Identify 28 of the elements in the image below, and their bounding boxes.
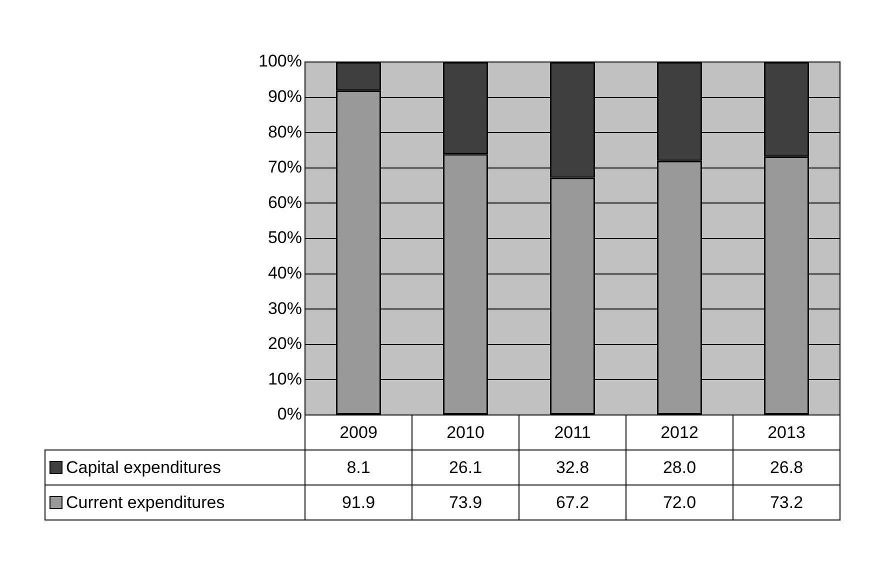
data-label: 73.9 <box>448 493 482 512</box>
legend-label: Capital expenditures <box>66 458 221 478</box>
data-label: 26.8 <box>770 458 804 478</box>
data-label: 28.0 <box>662 458 696 478</box>
y-tick-label: 0% <box>277 404 302 424</box>
x-tick-label: 2013 <box>768 423 806 442</box>
data-label: 67.2 <box>556 493 590 512</box>
y-tick-label: 40% <box>268 263 302 282</box>
x-tick-label: 2012 <box>660 423 698 442</box>
data-label: 32.8 <box>556 458 590 478</box>
x-tick-label: 2009 <box>340 423 378 442</box>
data-label: 26.1 <box>448 458 482 478</box>
data-label: 73.2 <box>770 493 804 512</box>
y-tick-label: 80% <box>268 122 302 142</box>
y-tick-label: 90% <box>268 86 302 106</box>
y-tick-label: 50% <box>268 228 302 248</box>
y-tick-label: 20% <box>268 334 302 354</box>
data-label: 91.9 <box>342 493 376 512</box>
y-tick-label: 100% <box>258 52 302 71</box>
legend-label: Current expenditures <box>66 493 225 512</box>
y-tick-label: 10% <box>268 369 302 388</box>
x-tick-label: 2010 <box>446 423 484 442</box>
data-label: 8.1 <box>346 458 370 478</box>
y-tick-label: 60% <box>268 192 302 212</box>
y-tick-label: 30% <box>268 298 302 318</box>
data-label: 72.0 <box>662 493 696 512</box>
x-tick-label: 2011 <box>554 423 591 442</box>
y-tick-label: 70% <box>268 158 302 177</box>
